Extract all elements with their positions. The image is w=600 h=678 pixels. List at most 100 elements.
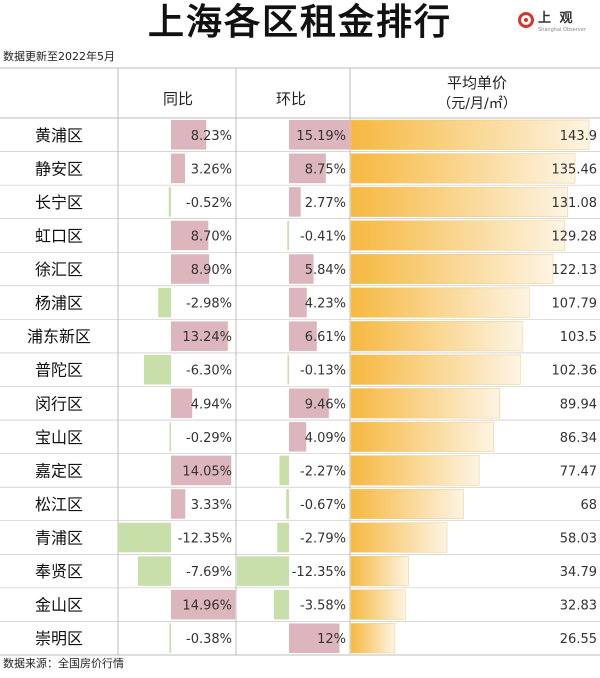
mom-bar	[289, 254, 314, 284]
mom-bar	[287, 220, 289, 251]
mom-bar	[289, 321, 317, 351]
price-bar	[350, 153, 576, 184]
price-bar	[350, 287, 530, 318]
yoy-value-label: -0.52%	[186, 196, 232, 211]
mom-bar	[286, 489, 289, 519]
price-value-label: 86.34	[560, 431, 597, 446]
mom-bar	[289, 623, 340, 653]
price-value-label: 122.13	[552, 263, 598, 278]
brand-logo: 上 观 Shanghai Observer	[518, 10, 592, 36]
yoy-value-label: 8.70%	[191, 229, 232, 244]
yoy-value-label: -12.35%	[178, 532, 232, 547]
mom-value-label: 6.61%	[305, 330, 346, 345]
yoy-value-label: 3.33%	[191, 498, 232, 513]
mom-bar	[289, 153, 326, 184]
price-bar	[350, 421, 495, 452]
yoy-bar	[171, 254, 210, 284]
price-value-label: 102.36	[552, 364, 598, 379]
price-value-label: 103.5	[560, 330, 597, 345]
district-label: 普陀区	[35, 361, 83, 380]
yoy-value-label: 14.05%	[182, 464, 232, 479]
price-bar	[350, 119, 590, 150]
chart-title: 上海各区租金排行	[147, 2, 452, 43]
yoy-value-label: 3.26%	[191, 162, 232, 177]
yoy-bar	[171, 388, 193, 419]
district-label: 嘉定区	[35, 461, 83, 480]
price-value-label: 32.83	[560, 599, 597, 614]
yoy-bar	[171, 489, 186, 519]
yoy-bar	[137, 556, 171, 586]
yoy-value-label: -0.38%	[186, 632, 232, 647]
mom-value-label: 9.46%	[305, 397, 346, 412]
mom-column-header: 环比	[276, 90, 306, 108]
price-value-label: 131.08	[552, 196, 598, 211]
district-label: 黄浦区	[35, 126, 83, 145]
price-value-label: 26.55	[560, 632, 597, 647]
yoy-bar	[169, 623, 171, 653]
mom-bar	[287, 354, 289, 385]
mom-value-label: -0.13%	[300, 364, 346, 379]
mom-value-label: -2.79%	[300, 532, 346, 547]
district-label: 长宁区	[35, 193, 83, 212]
price-value-label: 129.28	[552, 229, 598, 244]
district-label: 浦东新区	[27, 327, 91, 346]
yoy-bar	[171, 153, 185, 184]
yoy-bar	[171, 589, 236, 620]
price-unit-header: （元/月/㎡）	[437, 96, 516, 112]
yoy-value-label: 8.23%	[191, 129, 232, 144]
district-label: 青浦区	[35, 529, 83, 548]
yoy-value-label: -0.29%	[186, 431, 232, 446]
yoy-bar	[118, 522, 171, 553]
price-bar	[350, 354, 521, 385]
mom-bar	[237, 556, 289, 586]
mom-value-label: 2.77%	[305, 196, 346, 211]
price-value-label: 89.94	[560, 397, 597, 412]
mom-value-label: 5.84%	[305, 263, 346, 278]
column-headers: 同比 环比 平均单价 （元/月/㎡）	[163, 74, 517, 112]
yoy-bar	[168, 187, 171, 217]
district-label: 闵行区	[35, 394, 83, 413]
data-source: 数据来源：全国房价行情	[3, 657, 124, 670]
price-value-label: 143.9	[560, 129, 597, 144]
yoy-value-label: 14.96%	[182, 599, 232, 614]
mom-value-label: 8.75%	[305, 162, 346, 177]
mom-value-label: 4.23%	[305, 297, 346, 312]
district-label: 松江区	[35, 495, 83, 514]
yoy-column-header: 同比	[163, 90, 193, 108]
mom-bar	[289, 187, 301, 217]
mom-value-label: 4.09%	[305, 431, 346, 446]
mom-bar	[289, 388, 329, 419]
yoy-bar	[169, 422, 171, 452]
district-rows: 黄浦区 8.23% 15.19% 143.9 静安区 3.26% 8.75% 135.46 长宁…	[27, 119, 598, 654]
price-value-label: 68	[580, 498, 597, 513]
price-value-label: 135.46	[552, 162, 598, 177]
district-label: 崇明区	[35, 629, 83, 648]
mom-value-label: -0.67%	[300, 498, 346, 513]
mom-bar	[273, 589, 289, 620]
price-bar	[350, 455, 480, 486]
price-bar	[350, 488, 464, 519]
yoy-bar	[171, 321, 228, 351]
price-bar	[350, 254, 554, 285]
mom-bar	[277, 522, 289, 553]
brand-name: 上 观	[538, 11, 575, 26]
district-label: 宝山区	[35, 428, 83, 447]
mom-value-label: -12.35%	[292, 565, 346, 580]
mom-value-label: -3.58%	[300, 599, 346, 614]
yoy-bar	[158, 287, 171, 318]
mom-bar	[279, 455, 289, 486]
yoy-value-label: 4.94%	[191, 397, 232, 412]
mom-value-label: 12%	[317, 632, 346, 647]
yoy-bar	[143, 354, 171, 385]
yoy-bar	[171, 455, 232, 486]
yoy-value-label: -2.98%	[186, 297, 232, 312]
mom-value-label: -0.41%	[300, 229, 346, 244]
price-bar	[350, 186, 569, 217]
data-update-note: 数据更新至2022年5月	[3, 50, 115, 63]
price-bar	[350, 388, 501, 419]
brand-mark-icon	[518, 12, 534, 28]
yoy-bar	[171, 220, 209, 251]
mom-bar	[289, 287, 307, 318]
table-grid	[0, 67, 600, 656]
yoy-value-label: -7.69%	[186, 565, 232, 580]
